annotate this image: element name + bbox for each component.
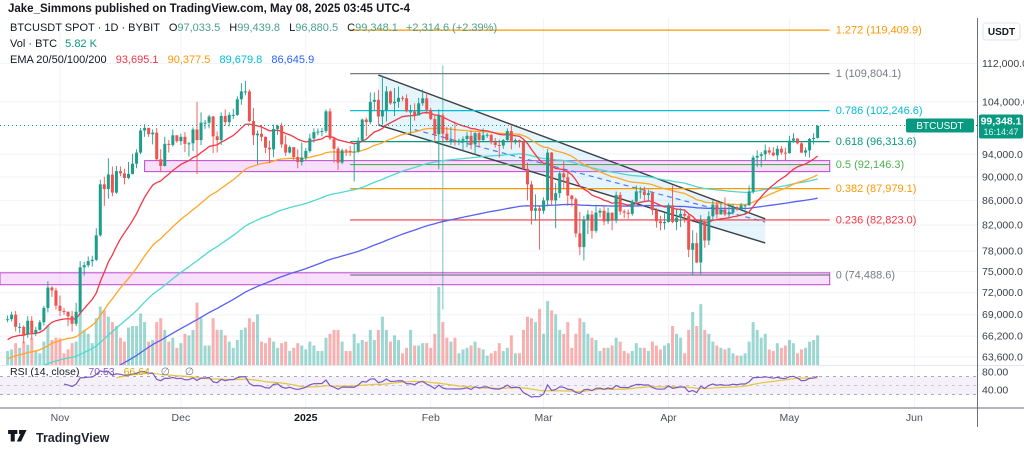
rsi-line <box>63 370 818 398</box>
volume-row[interactable]: Vol · BTC 5.82 K <box>10 37 497 52</box>
time-tick-Nov: Nov <box>51 412 70 424</box>
open-value: 97,033.5 <box>177 22 221 34</box>
ema100-line <box>41 153 818 366</box>
channel-midline[interactable] <box>414 129 766 223</box>
time-tick-Dec: Dec <box>172 412 191 424</box>
price-tick: 112,000.0 <box>982 58 1024 70</box>
ema-row[interactable]: EMA 20/50/100/200 93,695.1 90,377.5 89,6… <box>10 53 497 68</box>
trend-channel[interactable] <box>378 74 766 244</box>
ema20-line <box>7 111 819 341</box>
symbol-title[interactable]: BTCUSDT SPOT · 1D · BYBIT <box>10 22 160 34</box>
pane-separators <box>0 18 1024 427</box>
symbol-tag: BTCUSDT <box>906 118 974 133</box>
ema100-value: 89,679.8 <box>219 54 263 66</box>
ema200-line <box>118 197 818 366</box>
price-tick: 86,000.0 <box>982 195 1023 207</box>
rsi-ma-value: 66.64 <box>123 366 150 378</box>
ema20-value: 93,695.1 <box>115 54 159 66</box>
rsi-tick: 40.00 <box>982 385 1008 397</box>
svg-text:USDT: USDT <box>988 27 1015 38</box>
fib-label-0: 0 (74,488.6) <box>836 269 895 281</box>
ema-label: EMA 20/50/100/200 <box>10 54 107 66</box>
currency-usdt-button[interactable]: USDT <box>982 22 1021 41</box>
rsi-band <box>0 376 977 395</box>
fib-label-0.382: 0.382 (87,979.1) <box>836 183 917 195</box>
rsi-value: 70.53 <box>88 366 115 378</box>
attribution-text: Jake_Simmons published on TradingView.co… <box>8 3 411 15</box>
rsi-label: RSI (14, close) <box>10 366 80 378</box>
rsi-lines <box>63 370 818 398</box>
fib-label-1.272: 1.272 (119,409.9) <box>836 25 922 37</box>
grid-lines <box>0 18 977 408</box>
price-tick: 90,000.0 <box>982 171 1023 183</box>
time-tick-Mar: Mar <box>535 412 554 424</box>
last-price-tags: BTCUSDT 99,348.116:14:47 <box>906 114 1023 139</box>
fib-label-1: 1 (109,804.1) <box>836 68 901 80</box>
price-tick: 69,000.0 <box>982 309 1023 321</box>
close-value: 99,348.1 <box>355 22 398 34</box>
price-tick: 63,600.0 <box>982 351 1023 363</box>
time-axis[interactable]: Nov Dec 2025 Feb Mar Apr May Jun <box>51 412 923 424</box>
tradingview-attribution[interactable]: TradingView <box>8 430 109 445</box>
ema50-line <box>7 127 818 360</box>
price-tick: 78,000.0 <box>982 246 1023 258</box>
candlestick-series <box>6 75 820 344</box>
price-zones[interactable] <box>0 160 831 286</box>
fib-label-0.5: 0.5 (92,146.3) <box>836 159 905 171</box>
time-tick-Feb: Feb <box>422 412 440 424</box>
support-zone[interactable] <box>0 272 831 286</box>
price-tick: 104,000.0 <box>982 96 1024 108</box>
chart-legend: BTCUSDT SPOT · 1D · BYBIT O97,033.5 H99,… <box>10 21 497 69</box>
price-tag: 99,348.116:14:47 <box>979 114 1023 139</box>
rsi-empty-marks: ∅ ∅ <box>160 366 200 378</box>
time-tick-Jun: Jun <box>906 412 923 424</box>
high-label: H <box>229 22 238 34</box>
price-axis[interactable]: 112,000.0 104,000.0 94,000.0 90,000.0 86,000… <box>982 22 1024 397</box>
tradingview-logo-icon <box>8 430 27 442</box>
price-tick: 66,200.0 <box>982 331 1023 343</box>
price-tick: 75,000.0 <box>982 266 1023 278</box>
svg-text:BTCUSDT: BTCUSDT <box>916 121 963 132</box>
ema200-value: 86,645.9 <box>271 54 315 66</box>
close-label: C <box>347 22 356 34</box>
volume-label: Vol · BTC <box>10 38 58 50</box>
fib-label-0.618: 0.618 (96,313.6) <box>836 136 917 148</box>
volume-value: 5.82 K <box>65 38 97 50</box>
fib-retracement[interactable]: 1.272 (119,409.9) 1 (109,804.1) 0.786 (102… <box>350 25 923 282</box>
symbol-row[interactable]: BTCUSDT SPOT · 1D · BYBIT O97,033.5 H99,… <box>10 21 497 36</box>
time-tick-Apr: Apr <box>660 412 677 424</box>
ema-lines <box>7 111 819 366</box>
tradingview-brand-text: TradingView <box>36 430 110 445</box>
change-value: +2,314.6 (+2.39%) <box>405 22 498 34</box>
svg-text:16:14:47: 16:14:47 <box>983 127 1018 137</box>
high-value: 99,439.8 <box>237 22 281 34</box>
fib-label-0.236: 0.236 (82,823.0) <box>836 214 917 226</box>
price-tick: 82,000.0 <box>982 220 1023 232</box>
time-tick-May: May <box>779 412 800 424</box>
open-label: O <box>168 22 178 34</box>
volume-series <box>6 287 820 365</box>
rsi-legend[interactable]: RSI (14, close) 70.53 66.64 ∅ ∅ <box>10 366 200 378</box>
svg-text:99,348.1: 99,348.1 <box>981 116 1022 128</box>
fib-label-0.786: 0.786 (102,246.6) <box>836 105 923 117</box>
low-label: L <box>289 22 296 34</box>
price-tick: 72,000.0 <box>982 287 1023 299</box>
resistance-zone[interactable] <box>144 160 831 173</box>
rsi-tick: 80.00 <box>982 367 1008 379</box>
time-tick-2025: 2025 <box>294 412 318 424</box>
ema50-value: 90,377.5 <box>167 54 211 66</box>
low-value: 96,880.5 <box>295 22 339 34</box>
price-tick: 94,000.0 <box>982 149 1023 161</box>
